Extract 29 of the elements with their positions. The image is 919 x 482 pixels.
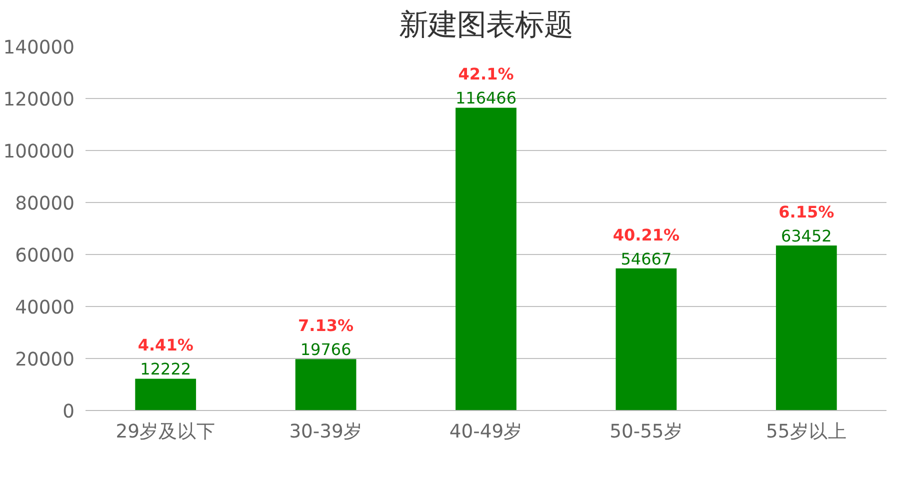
data-label: 54667 (620, 249, 672, 268)
bar (776, 246, 837, 410)
x-tick-label: 50-55岁 (610, 422, 683, 442)
y-tick-label: 0 (62, 402, 75, 422)
x-tick-label: 40-49岁 (449, 422, 523, 442)
data-label: 12222 (140, 360, 192, 379)
annotation: 7.13% (298, 316, 354, 336)
y-tick-label: 40000 (15, 298, 75, 318)
bar (456, 108, 516, 410)
x-tick-label: 55岁以上 (766, 422, 847, 442)
y-tick-label: 20000 (15, 350, 75, 370)
annotation: 6.15% (778, 202, 834, 222)
annotation: 42.1% (458, 64, 514, 84)
x-tick-label: 29岁及以下 (116, 422, 216, 442)
data-label: 116466 (455, 88, 517, 108)
bar (135, 378, 196, 410)
bar (295, 359, 356, 410)
y-tick-label: 100000 (3, 142, 74, 162)
y-tick-label: 80000 (15, 194, 75, 214)
chart-title: 新建图表标题 (399, 8, 573, 42)
x-tick-label: 30-39岁 (289, 422, 362, 442)
data-label: 63452 (780, 226, 832, 246)
data-label: 19766 (300, 340, 352, 360)
y-tick-label: 140000 (3, 38, 74, 58)
y-tick-label: 60000 (15, 246, 75, 266)
y-tick-label: 120000 (3, 90, 74, 110)
bar (616, 268, 677, 410)
annotation: 4.41% (138, 336, 194, 355)
annotation: 40.21% (612, 225, 680, 244)
